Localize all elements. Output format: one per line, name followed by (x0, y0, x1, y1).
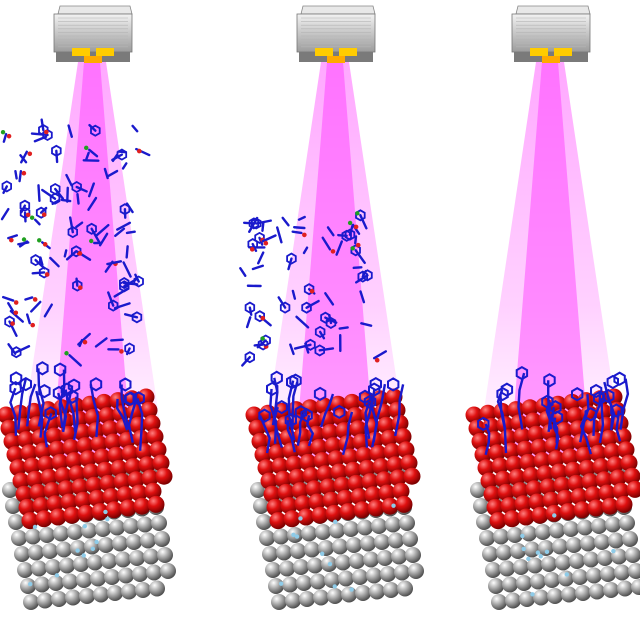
oxide-surface-slab (245, 388, 424, 610)
light-beam (260, 62, 410, 470)
uv-lamp-icon (511, 5, 591, 63)
uv-lamp-icon (296, 5, 376, 63)
uv-lamp-icon (53, 5, 133, 63)
panel-2 (239, 5, 424, 610)
panel-1 (0, 5, 176, 610)
molecular-chain (0, 118, 151, 451)
oxide-surface-slab (0, 388, 176, 610)
molecular-chain (477, 365, 630, 456)
molecular-chain (239, 209, 405, 456)
light-beam (475, 62, 625, 470)
panel-3 (465, 5, 640, 610)
